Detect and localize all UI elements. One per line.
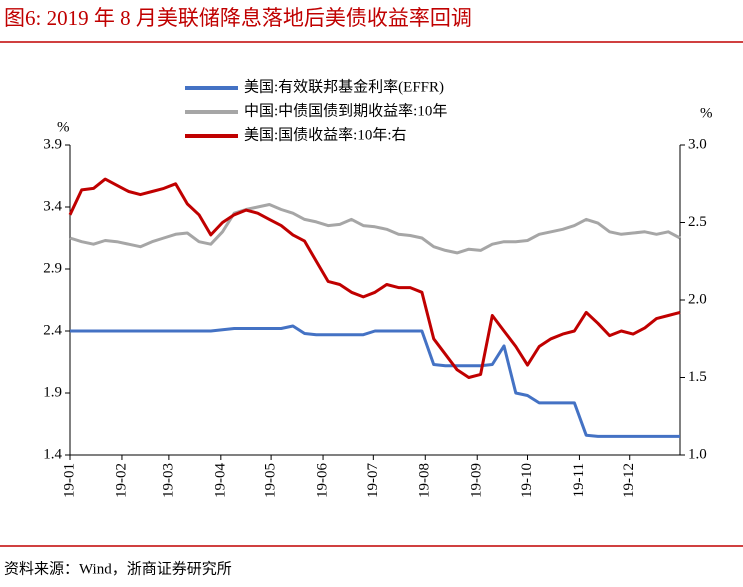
y-tick-label: 3.4 [43,198,62,214]
y-axis-label: % [57,119,70,135]
x-tick-label: 19-06 [314,463,330,498]
y-tick-label: 1.9 [43,384,62,400]
chart-title: 图6: 2019 年 8 月美联储降息落地后美债收益率回调 [4,6,472,30]
legend-label: 美国:国债收益率:10年:右 [244,126,407,143]
y2-tick-label: 1.5 [688,369,707,385]
y2-tick-label: 2.5 [688,214,707,230]
x-tick-label: 19-08 [417,463,433,498]
y2-tick-label: 1.0 [688,446,707,462]
x-tick-label: 19-04 [212,463,228,498]
series-line [68,177,681,379]
x-tick-label: 19-02 [113,463,129,498]
y2-tick-label: 3.0 [688,136,707,152]
y2-axis-label: % [700,105,713,121]
series-line [70,324,680,438]
y-tick-label: 2.4 [43,322,62,338]
legend-label: 中国:中债国债到期收益率:10年 [244,102,447,119]
series-line [69,203,681,255]
x-tick-label: 19-10 [519,463,535,498]
source-note: 资料来源：Wind，浙商证券研究所 [4,560,232,577]
x-tick-label: 19-03 [160,463,176,498]
x-tick-label: 19-01 [61,463,77,498]
x-tick-label: 19-09 [469,463,485,498]
y-tick-label: 2.9 [43,260,62,276]
legend-label: 美国:有效联邦基金利率(EFFR) [244,78,444,95]
y-tick-label: 1.4 [43,446,62,462]
y-tick-label: 3.9 [43,136,62,152]
x-tick-label: 19-12 [621,463,637,498]
x-tick-label: 19-07 [365,463,381,498]
x-tick-label: 19-11 [571,463,587,497]
y2-tick-label: 2.0 [688,291,707,307]
x-tick-label: 19-05 [263,463,279,498]
